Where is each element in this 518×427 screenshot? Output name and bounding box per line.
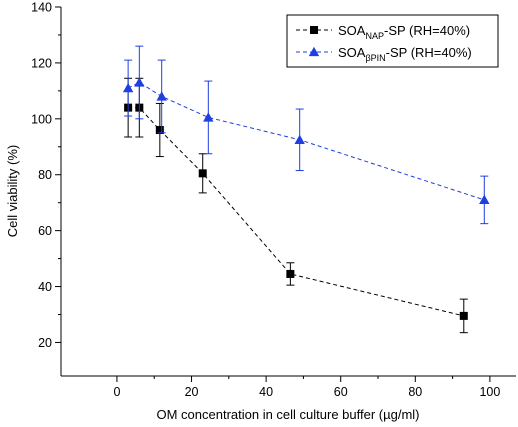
series-line (127, 81, 485, 201)
x-tick-label: 0 (113, 385, 120, 399)
y-axis-title: Cell viability (%) (5, 145, 20, 237)
data-point (459, 311, 468, 320)
series-1 (124, 77, 468, 334)
x-tick-label: 100 (479, 385, 500, 399)
axis-ticks: 0 20 40 60 80 100 20 40 60 80 100 120 140 (31, 1, 500, 400)
data-point (134, 77, 145, 87)
data-point (294, 134, 305, 144)
y-tick-label: 120 (31, 56, 52, 70)
legend-item-1: SOANAP-SP (RH=40%) (296, 23, 470, 41)
x-tick-label: 80 (408, 385, 422, 399)
legend-marker (310, 26, 318, 34)
x-tick-label: 40 (259, 385, 273, 399)
y-tick-label: 40 (38, 280, 52, 294)
y-tick-label: 20 (38, 336, 52, 350)
x-tick-label: 20 (185, 385, 199, 399)
x-axis-title: OM concentration in cell culture buffer … (156, 407, 419, 422)
data-point (203, 112, 214, 122)
y-tick-label: 100 (31, 112, 52, 126)
data-point (479, 194, 490, 205)
data-point (198, 169, 207, 178)
data-point (155, 126, 164, 134)
data-point (156, 91, 167, 101)
series-line (128, 107, 464, 317)
legend-marker (308, 46, 320, 57)
legend-label: SOANAP-SP (RH=40%) (338, 23, 470, 41)
legend: SOANAP-SP (RH=40%) SOAβPIN-SP (RH=40%) (286, 14, 499, 68)
y-tick-label: 140 (31, 1, 52, 15)
legend-box (286, 14, 499, 68)
x-tick-label: 60 (334, 385, 348, 399)
series-layer (122, 45, 490, 334)
legend-item-2: SOAβPIN-SP (RH=40%) (296, 45, 472, 63)
y-tick-label: 60 (38, 224, 52, 238)
data-point (122, 82, 134, 93)
data-point (286, 269, 295, 278)
series-2 (122, 45, 490, 225)
legend-label: SOAβPIN-SP (RH=40%) (338, 45, 472, 63)
y-tick-label: 80 (38, 168, 52, 182)
